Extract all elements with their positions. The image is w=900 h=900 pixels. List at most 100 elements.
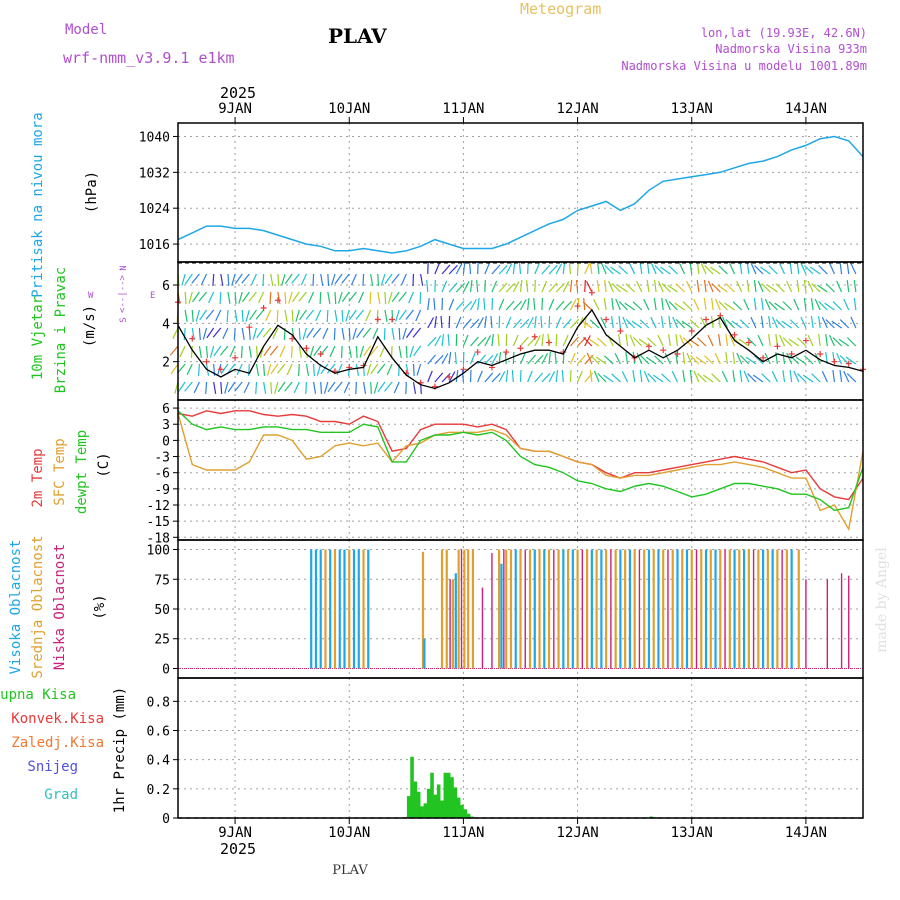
- model-label: Model: [65, 22, 107, 38]
- top-year-label: 2025: [220, 84, 256, 102]
- wind-arrow: [775, 319, 785, 329]
- y-tick-label: 3: [162, 418, 170, 433]
- wind-arrow: [395, 309, 400, 322]
- wind-arrow: [718, 265, 728, 275]
- wind-arrow: [312, 327, 322, 338]
- wind-arrow: [512, 318, 522, 329]
- wind-arrow: [600, 316, 607, 329]
- wind-arrow: [795, 356, 807, 365]
- temp-dewpt-line: [177, 410, 864, 512]
- wind-arrow: [686, 352, 693, 365]
- gust-marker: [546, 339, 553, 346]
- wind-arrow: [384, 273, 393, 285]
- wind-arrow: [593, 370, 600, 383]
- wind-arrow: [192, 291, 200, 303]
- wind-arrow: [484, 316, 487, 329]
- wind-arrow: [804, 355, 814, 365]
- wind-arrow: [555, 370, 559, 383]
- grid-layer: [178, 123, 863, 819]
- wind-arrow: [348, 309, 357, 321]
- wind-arrow: [675, 334, 679, 347]
- precip-label-total: Ukupna Kisa: [0, 687, 76, 703]
- wind-arrow: [725, 319, 735, 329]
- wind-arrow: [562, 262, 566, 275]
- wind-arrow: [308, 291, 315, 304]
- wind-arrow: [681, 320, 693, 329]
- wind-arrow: [548, 315, 551, 329]
- wind-arrow: [636, 280, 643, 293]
- wind-arrow: [660, 266, 671, 275]
- wind-arrow: [384, 381, 393, 392]
- wind-arrow: [600, 262, 607, 275]
- wind-arrow: [845, 356, 857, 365]
- wind-arrow: [731, 320, 743, 329]
- wind-arrow: [843, 298, 850, 311]
- wind-arrow: [298, 327, 301, 341]
- wind-arrow: [810, 316, 814, 329]
- wind-arrow: [828, 262, 836, 275]
- wind-arrow: [768, 334, 771, 347]
- wind-arrow: [696, 337, 707, 347]
- wind-arrow: [362, 273, 365, 287]
- gust-marker: [517, 345, 524, 352]
- wind-arrow: [717, 284, 728, 293]
- wind-arrow: [427, 370, 433, 383]
- wind-arrow: [348, 291, 357, 302]
- compass-n: N: [119, 265, 129, 270]
- wind-arrow: [379, 345, 386, 358]
- wind-arrow: [617, 284, 628, 293]
- y-tick-label: -15: [147, 515, 170, 530]
- wind-arrow: [534, 279, 536, 293]
- wind-arrow: [657, 334, 664, 347]
- wind-arrow: [341, 327, 345, 340]
- wind-arrow: [305, 309, 315, 320]
- wind-arrow: [340, 345, 343, 359]
- wind-arrow: [671, 370, 679, 383]
- wind-arrow: [504, 351, 507, 365]
- wind-arrow: [212, 327, 222, 338]
- wind-arrow: [611, 282, 621, 293]
- wind-arrow: [408, 291, 415, 304]
- wind-arrow: [570, 318, 580, 329]
- wind-arrow: [650, 262, 657, 275]
- wind-arrow: [786, 352, 793, 365]
- panel-frame: [177, 399, 864, 541]
- wind-arrow: [241, 291, 250, 303]
- wind-arrow: [646, 262, 650, 275]
- gust-marker: [274, 297, 281, 304]
- y-tick-label: 75: [154, 573, 170, 588]
- precip-bar: [453, 787, 458, 818]
- model-name: wrf-nmm_v3.9.1 e1km: [63, 49, 235, 67]
- gust-marker: [731, 331, 738, 338]
- wind-arrow: [441, 353, 449, 365]
- wind-arrow: [306, 327, 315, 339]
- wind-arrow: [355, 309, 364, 320]
- wind-arrow: [191, 273, 200, 284]
- wind-arrow: [334, 381, 343, 392]
- y-tick-label: 50: [154, 603, 170, 618]
- wind-arrow: [750, 316, 757, 329]
- precip-bar: [420, 806, 424, 818]
- wind-arrow: [484, 354, 494, 365]
- wind-arrow: [697, 373, 707, 383]
- precip-label-group: Ukupna Kisa Konvek.Kisa Zaledj.Kisa Snij…: [0, 687, 128, 813]
- precip-bar: [426, 788, 431, 818]
- wind-arrow: [455, 282, 465, 293]
- y-tick-label: 0: [162, 434, 170, 449]
- pressure-title: Pritisak na nivou mora: [30, 112, 46, 297]
- wind-arrow: [583, 336, 593, 347]
- wind-arrow: [327, 291, 331, 304]
- wind-arrow: [300, 273, 307, 286]
- wind-arrow: [639, 370, 643, 383]
- y-tick-label: 1032: [139, 166, 170, 181]
- wind-arrow: [405, 345, 408, 359]
- wind-arrow: [498, 264, 508, 275]
- wind-arrow: [295, 309, 300, 322]
- wind-arrow: [284, 273, 293, 285]
- wind-arrow: [398, 309, 407, 321]
- wind-arrow: [625, 318, 636, 329]
- wind-arrow: [245, 309, 250, 322]
- wind-arrow: [220, 273, 224, 286]
- wind-arrow: [793, 298, 800, 311]
- wind-arrow: [345, 309, 350, 322]
